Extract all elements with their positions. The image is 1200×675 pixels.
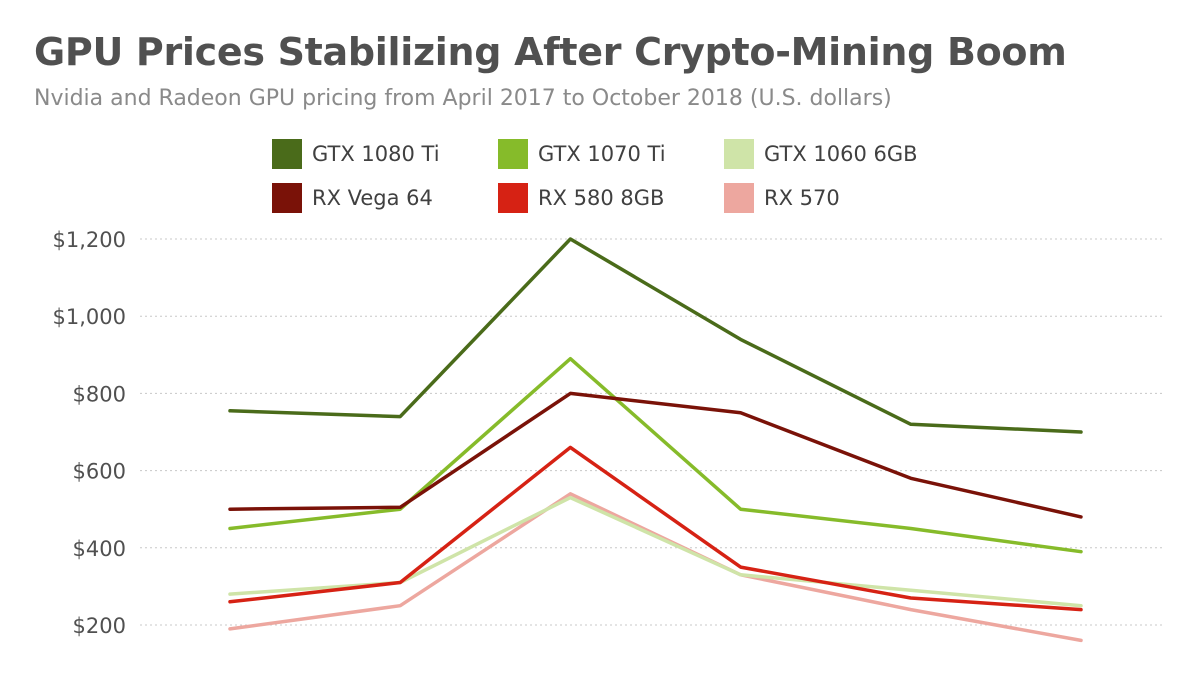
legend-swatch [498,183,528,213]
legend-item-rx-570: RX 570 [724,182,964,214]
legend-item-rx-vega-64: RX Vega 64 [272,182,498,214]
y-tick-label: $800 [73,382,126,406]
legend-label: GTX 1070 Ti [538,142,666,166]
legend-item-gtx-1070-ti: GTX 1070 Ti [498,138,724,170]
legend-label: RX 580 8GB [538,186,665,210]
legend-item-gtx-1080-ti: GTX 1080 Ti [272,138,498,170]
y-tick-label: $200 [73,614,126,638]
legend-swatch [272,183,302,213]
legend-label: RX 570 [764,186,840,210]
chart-subtitle: Nvidia and Radeon GPU pricing from April… [34,86,892,111]
series-line-rx-vega-64 [228,391,1083,519]
legend-item-rx-580-8gb: RX 580 8GB [498,182,724,214]
legend-swatch [724,139,754,169]
series-line-rx-580-8gb [228,445,1083,612]
y-tick-label: $1,000 [53,305,126,329]
series-lines [228,237,1083,643]
y-tick-label: $600 [73,460,126,484]
y-tick-label: $400 [73,537,126,561]
legend: GTX 1080 Ti GTX 1070 Ti GTX 1060 6GB RX … [272,138,964,214]
series-line-rx-570 [228,492,1083,643]
chart-title: GPU Prices Stabilizing After Crypto-Mini… [34,30,1067,74]
legend-label: RX Vega 64 [312,186,433,210]
legend-label: GTX 1060 6GB [764,142,918,166]
legend-label: GTX 1080 Ti [312,142,440,166]
legend-swatch [724,183,754,213]
legend-swatch [272,139,302,169]
y-tick-label: $1,200 [53,228,126,252]
legend-item-gtx-1060-6gb: GTX 1060 6GB [724,138,964,170]
legend-swatch [498,139,528,169]
series-line-gtx-1070-ti [228,356,1083,554]
grid-lines [140,238,1165,626]
series-line-gtx-1080-ti [228,237,1083,434]
y-axis-ticks: $200 $400 $600 $800 $1,000 $1,200 [53,228,126,638]
